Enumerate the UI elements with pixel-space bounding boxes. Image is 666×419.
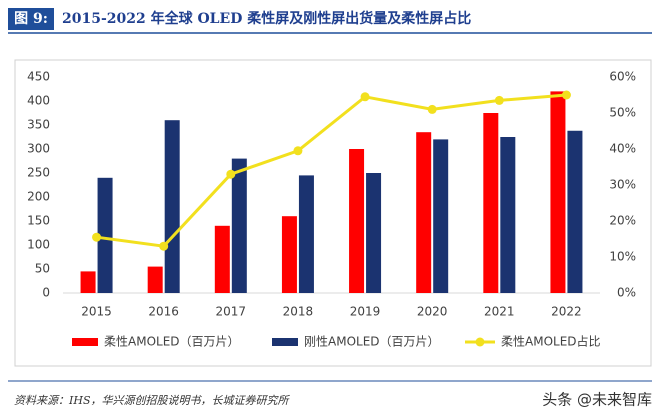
x-tick-label: 2015 bbox=[81, 305, 112, 319]
chart-frame bbox=[14, 59, 652, 367]
legend-label: 柔性AMOLED占比 bbox=[501, 334, 601, 349]
y2-tick-label: 40% bbox=[609, 142, 636, 156]
legend-swatch bbox=[475, 337, 485, 347]
bar bbox=[281, 216, 297, 293]
bar bbox=[366, 173, 382, 293]
bar bbox=[416, 132, 432, 293]
x-tick-label: 2022 bbox=[551, 305, 582, 319]
bar bbox=[349, 149, 365, 293]
bar bbox=[550, 91, 566, 294]
x-tick-label: 2018 bbox=[283, 305, 314, 319]
figure-label: 图 9: bbox=[14, 11, 48, 27]
bar bbox=[298, 175, 314, 293]
legend-label: 刚性AMOLED（百万片） bbox=[304, 335, 440, 349]
bar bbox=[483, 113, 499, 293]
bar bbox=[214, 225, 230, 293]
y-tick-label: 350 bbox=[27, 118, 50, 132]
line-marker bbox=[427, 104, 437, 114]
y-tick-label: 250 bbox=[27, 166, 50, 180]
line-marker bbox=[360, 92, 370, 102]
y-tick-label: 450 bbox=[27, 70, 50, 84]
chart-title: 2015-2022 年全球 OLED 柔性屏及刚性屏出货量及柔性屏占比 bbox=[62, 10, 471, 27]
y2-tick-label: 10% bbox=[609, 250, 636, 264]
watermark: 头条 @未来智库 bbox=[542, 391, 652, 409]
line-marker bbox=[226, 169, 236, 179]
bar bbox=[164, 120, 180, 293]
y-tick-label: 300 bbox=[27, 142, 50, 156]
x-tick-label: 2016 bbox=[148, 305, 179, 319]
y-tick-label: 150 bbox=[27, 214, 50, 228]
bar bbox=[433, 139, 449, 293]
line-marker bbox=[92, 232, 102, 242]
y2-tick-label: 0% bbox=[617, 286, 636, 300]
bar bbox=[80, 271, 96, 293]
x-tick-label: 2019 bbox=[350, 305, 381, 319]
line-marker bbox=[494, 95, 504, 105]
y2-tick-label: 60% bbox=[609, 70, 636, 84]
y-tick-label: 200 bbox=[27, 190, 50, 204]
line-marker bbox=[159, 241, 169, 251]
y2-tick-label: 50% bbox=[609, 106, 636, 120]
bar bbox=[97, 177, 113, 293]
y-tick-label: 0 bbox=[42, 286, 50, 300]
x-tick-label: 2017 bbox=[216, 305, 247, 319]
y2-tick-label: 30% bbox=[609, 178, 636, 192]
bar bbox=[147, 266, 163, 293]
y-tick-label: 400 bbox=[27, 94, 50, 108]
line-marker bbox=[293, 146, 303, 156]
y2-tick-label: 20% bbox=[609, 214, 636, 228]
x-tick-label: 2021 bbox=[484, 305, 515, 319]
y-tick-label: 100 bbox=[27, 238, 50, 252]
source: 资料来源：IHS，华兴源创招股说明书，长城证券研究所 bbox=[14, 394, 290, 407]
legend-label: 柔性AMOLED（百万片） bbox=[104, 335, 240, 349]
x-tick-label: 2020 bbox=[417, 305, 448, 319]
bar bbox=[231, 158, 247, 293]
bar bbox=[567, 130, 583, 293]
bar bbox=[500, 137, 516, 293]
legend-swatch bbox=[272, 338, 298, 346]
line bbox=[96, 93, 567, 248]
legend-swatch bbox=[72, 338, 98, 346]
y-tick-label: 50 bbox=[35, 262, 50, 276]
figure-label-box bbox=[8, 8, 54, 30]
line-marker bbox=[561, 90, 571, 100]
